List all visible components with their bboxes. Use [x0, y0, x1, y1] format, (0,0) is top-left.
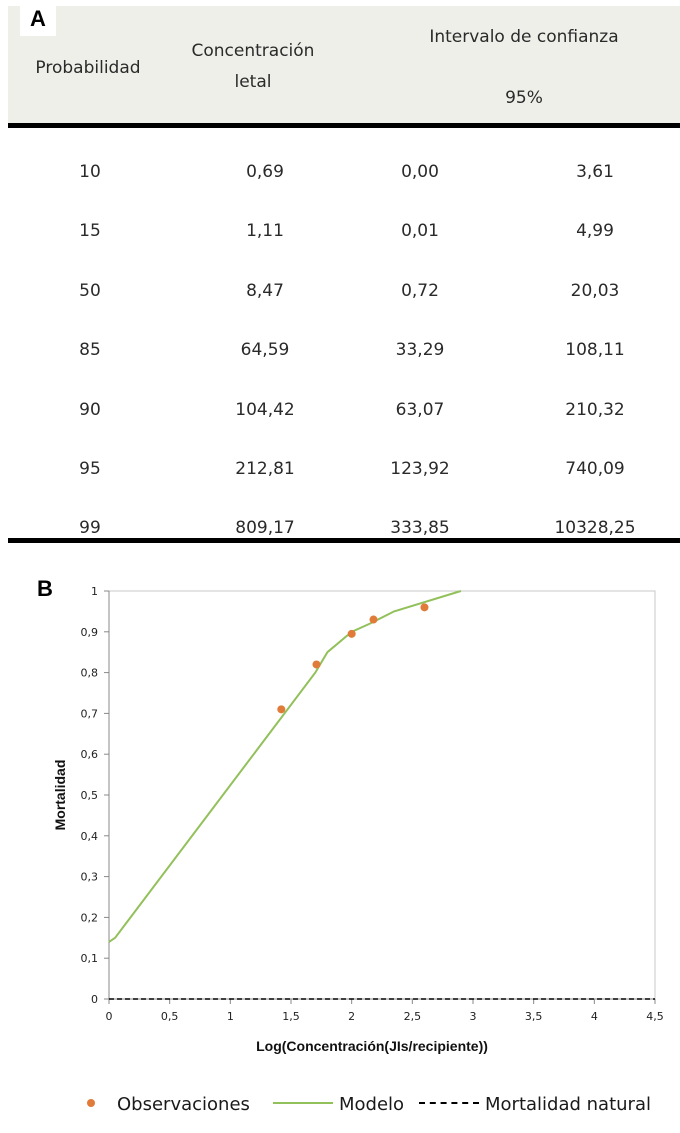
- legend-label-observaciones: Observaciones: [117, 1094, 250, 1115]
- table-cell: 809,17: [235, 518, 295, 539]
- table-cell: 4,99: [576, 221, 614, 242]
- table-cell: 740,09: [565, 459, 625, 479]
- table-cell: 0,00: [401, 162, 439, 182]
- legend-dash-icon: [419, 1102, 479, 1104]
- y-tick-label: 0,9: [81, 626, 99, 639]
- table-cell: 90: [79, 399, 101, 420]
- table-cell: 63,07: [395, 399, 445, 420]
- table-cell: 212,81: [235, 459, 295, 479]
- x-axis-title: Log(Concentración(JIs/recipiente)): [256, 1038, 488, 1054]
- observation-point: [420, 603, 429, 612]
- y-tick-label: 0: [91, 993, 98, 1006]
- y-tick-label: 0,1: [81, 952, 99, 965]
- table-cell: 95: [79, 459, 101, 479]
- table-cell: 1,11: [246, 221, 284, 242]
- legend-label-mortalidad-natural: Mortalidad natural: [485, 1094, 651, 1115]
- y-tick-label: 0,4: [81, 830, 99, 843]
- table-cell: 0,72: [401, 280, 439, 301]
- table-cell: 20,03: [570, 280, 620, 301]
- observation-point: [277, 705, 286, 714]
- mortality-chart: 0 0,1 0,2 0,3 0,4 0,5 0,6 0,7 0,8 0,9 1 0 0,5 1 1,5 2 2,…: [52, 585, 664, 1054]
- header-rule: [8, 123, 680, 128]
- plot-area: [108, 590, 656, 1000]
- y-tick-label: 0,5: [81, 789, 99, 802]
- panel-a-table: A Probabilidad Concentración letal Inter…: [8, 0, 680, 545]
- x-tick-label: 4: [591, 1010, 598, 1023]
- table-cell: 0,01: [401, 221, 439, 242]
- header-concentracion-line2: letal: [234, 72, 272, 92]
- y-tick-label: 0,8: [81, 667, 99, 680]
- panel-b-chart: 0 0,1 0,2 0,3 0,4 0,5 0,6 0,7 0,8 0,9 1 0 0,5 1 1,5 2 2,…: [17, 566, 680, 1133]
- table-header-background: [8, 6, 680, 124]
- x-tick-label: 2: [348, 1010, 355, 1023]
- observation-point: [369, 615, 378, 624]
- table-cell: 0,69: [246, 162, 284, 182]
- legend-label-modelo: Modelo: [339, 1094, 405, 1115]
- table-cell: 85: [79, 340, 101, 361]
- legend-observaciones: Observaciones: [87, 1094, 250, 1115]
- bottom-rule: [8, 538, 680, 543]
- table-cell: 108,11: [565, 340, 625, 361]
- header-intervalo-pct: 95%: [505, 88, 543, 108]
- table-cell: 33,29: [395, 340, 445, 361]
- table-cell: 99: [79, 518, 101, 539]
- table-cell: 10: [79, 162, 101, 182]
- table-cell: 123,92: [390, 459, 450, 479]
- table-cell: 8,47: [246, 280, 284, 301]
- table-cell: 50: [79, 280, 101, 301]
- table-cell: 15: [79, 221, 101, 242]
- table-cell: 3,61: [576, 162, 614, 182]
- table-cell: 333,85: [390, 518, 450, 539]
- y-tick-label: 1: [91, 585, 98, 598]
- y-tick-label: 0,2: [81, 911, 99, 924]
- panel-label-b: B: [27, 572, 63, 606]
- legend-line-icon: [273, 1102, 333, 1104]
- legend-dot-icon: [87, 1099, 95, 1107]
- table-cell: 210,32: [565, 399, 625, 420]
- header-probabilidad: Probabilidad: [35, 58, 141, 78]
- table-cell: 10328,25: [554, 518, 636, 539]
- observation-point: [312, 660, 321, 669]
- x-tick-label: 1,5: [282, 1010, 300, 1023]
- x-tick-label: 0,5: [161, 1010, 179, 1023]
- observation-point: [347, 629, 356, 638]
- y-tick-label: 0,7: [81, 707, 99, 720]
- x-tick-label: 1: [227, 1010, 234, 1023]
- x-tick-label: 4,5: [646, 1010, 664, 1023]
- series-modelo: [108, 590, 462, 943]
- y-tick-label: 0,6: [81, 748, 99, 761]
- table-cell: 104,42: [235, 399, 295, 420]
- legend-mortalidad-natural: Mortalidad natural: [419, 1094, 651, 1115]
- x-tick-label: 0: [106, 1010, 113, 1023]
- x-tick-label: 3: [470, 1010, 477, 1023]
- x-tick-label: 2,5: [404, 1010, 422, 1023]
- header-concentracion-line1: Concentración: [191, 41, 315, 61]
- y-tick-label: 0,3: [81, 871, 99, 884]
- legend-modelo: Modelo: [273, 1094, 404, 1115]
- x-tick-label: 3,5: [525, 1010, 543, 1023]
- header-intervalo: Intervalo de confianza: [429, 27, 619, 47]
- chart-legend: Observaciones Modelo Mortalidad natural: [17, 1086, 680, 1126]
- table-cell: 64,59: [240, 340, 290, 361]
- panel-label-a: A: [20, 2, 56, 36]
- y-axis-title: Mortalidad: [52, 760, 68, 831]
